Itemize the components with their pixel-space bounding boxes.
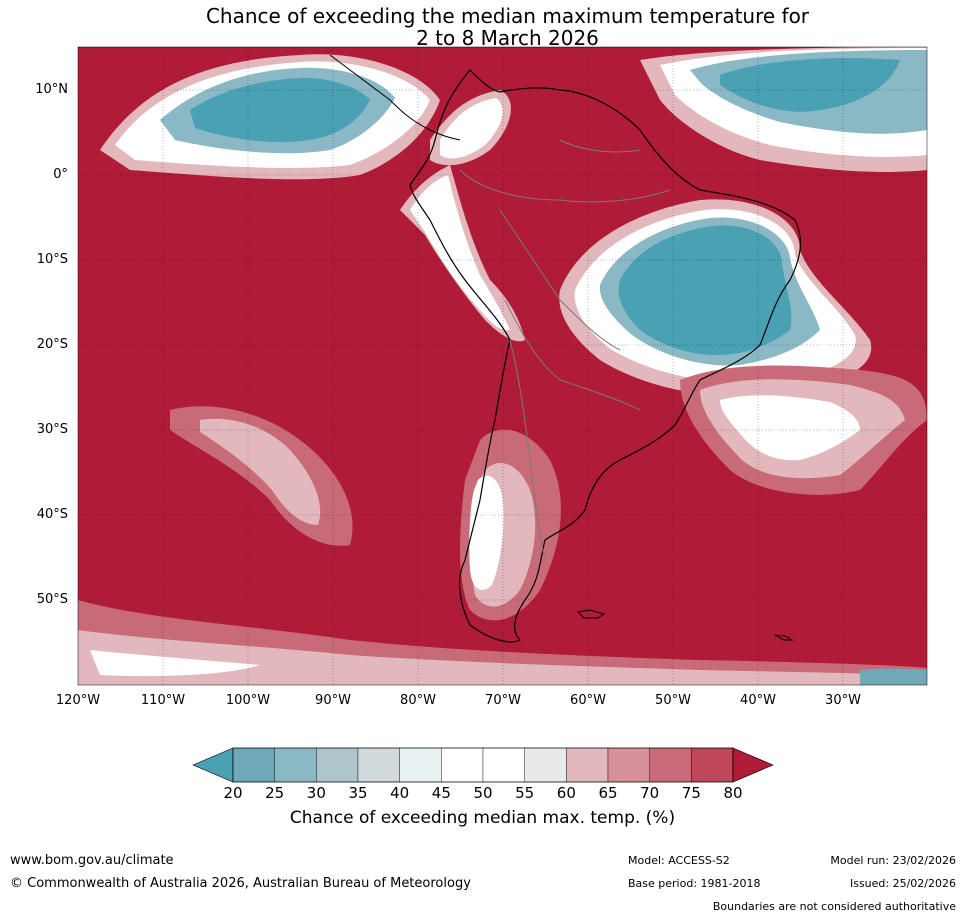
colorbar-cell (275, 748, 317, 782)
colorbar-tick-label: 30 (307, 784, 326, 802)
colorbar-tick-label: 35 (348, 784, 367, 802)
footer-disclaimer: Boundaries are not considered authoritat… (713, 900, 956, 913)
footer-base-period: Base period: 1981-2018 (628, 877, 760, 890)
colorbar-high-extension (733, 748, 773, 782)
colorbar-cell (441, 748, 483, 782)
colorbar-cell (316, 748, 358, 782)
colorbar-cell (358, 748, 400, 782)
colorbar-cell (691, 748, 733, 782)
colorbar-tick-label: 55 (515, 784, 534, 802)
colorbar-tick-label: 65 (598, 784, 617, 802)
colorbar-tick-label: 20 (223, 784, 242, 802)
colorbar-label: Chance of exceeding median max. temp. (%… (0, 808, 965, 828)
colorbar-tick-label: 80 (723, 784, 742, 802)
colorbar-low-extension (193, 748, 233, 782)
colorbar-cell (650, 748, 692, 782)
colorbar-cell (400, 748, 442, 782)
colorbar-cell (483, 748, 525, 782)
colorbar-tick-label: 45 (432, 784, 451, 802)
colorbar-cell (608, 748, 650, 782)
colorbar-tick-label: 70 (640, 784, 659, 802)
colorbar-cell (233, 748, 275, 782)
colorbar-tick-label: 25 (265, 784, 284, 802)
colorbar-tick-label: 40 (390, 784, 409, 802)
footer-website[interactable]: www.bom.gov.au/climate (10, 853, 174, 868)
footer-model: Model: ACCESS-S2 (628, 854, 730, 867)
colorbar-tick-label: 75 (682, 784, 701, 802)
footer-issued: Issued: 25/02/2026 (850, 877, 956, 890)
colorbar-tick-label: 60 (557, 784, 576, 802)
colorbar-tick-label: 50 (473, 784, 492, 802)
footer-model-run: Model run: 23/02/2026 (830, 854, 956, 867)
colorbar-cells (233, 748, 733, 782)
colorbar-cell (566, 748, 608, 782)
colorbar (0, 0, 965, 919)
footer-copyright: © Commonwealth of Australia 2026, Austra… (10, 876, 471, 891)
colorbar-cell (525, 748, 567, 782)
